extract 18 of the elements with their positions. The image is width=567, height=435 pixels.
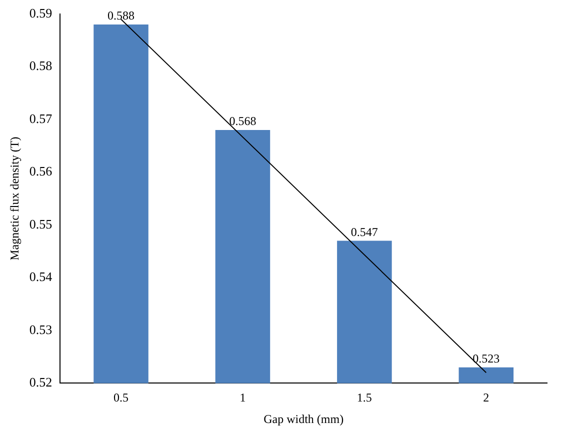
y-tick-label: 0.56 [29,164,53,179]
data-label: 0.523 [472,352,500,366]
data-label: 0.588 [108,8,135,23]
x-tick-label: 2 [483,390,490,405]
x-tick-label: 0.5 [114,390,129,405]
y-tick-label: 0.54 [29,269,53,284]
y-tick-label: 0.53 [29,322,52,337]
x-tick-label: 1 [240,390,246,405]
data-label: 0.547 [350,224,378,239]
data-label: 0.568 [229,114,256,128]
y-tick-label: 0.55 [29,216,52,232]
y-tick-label: 0.57 [29,110,53,126]
y-tick-label: 0.58 [29,58,52,74]
x-tick-label: 1.5 [356,390,372,405]
y-axis-title: Magnetic flux density (T) [7,136,22,260]
y-tick-label: 0.59 [29,5,52,20]
y-tick-label: 0.52 [29,374,52,390]
x-axis-title: Gap width (mm) [264,412,344,426]
